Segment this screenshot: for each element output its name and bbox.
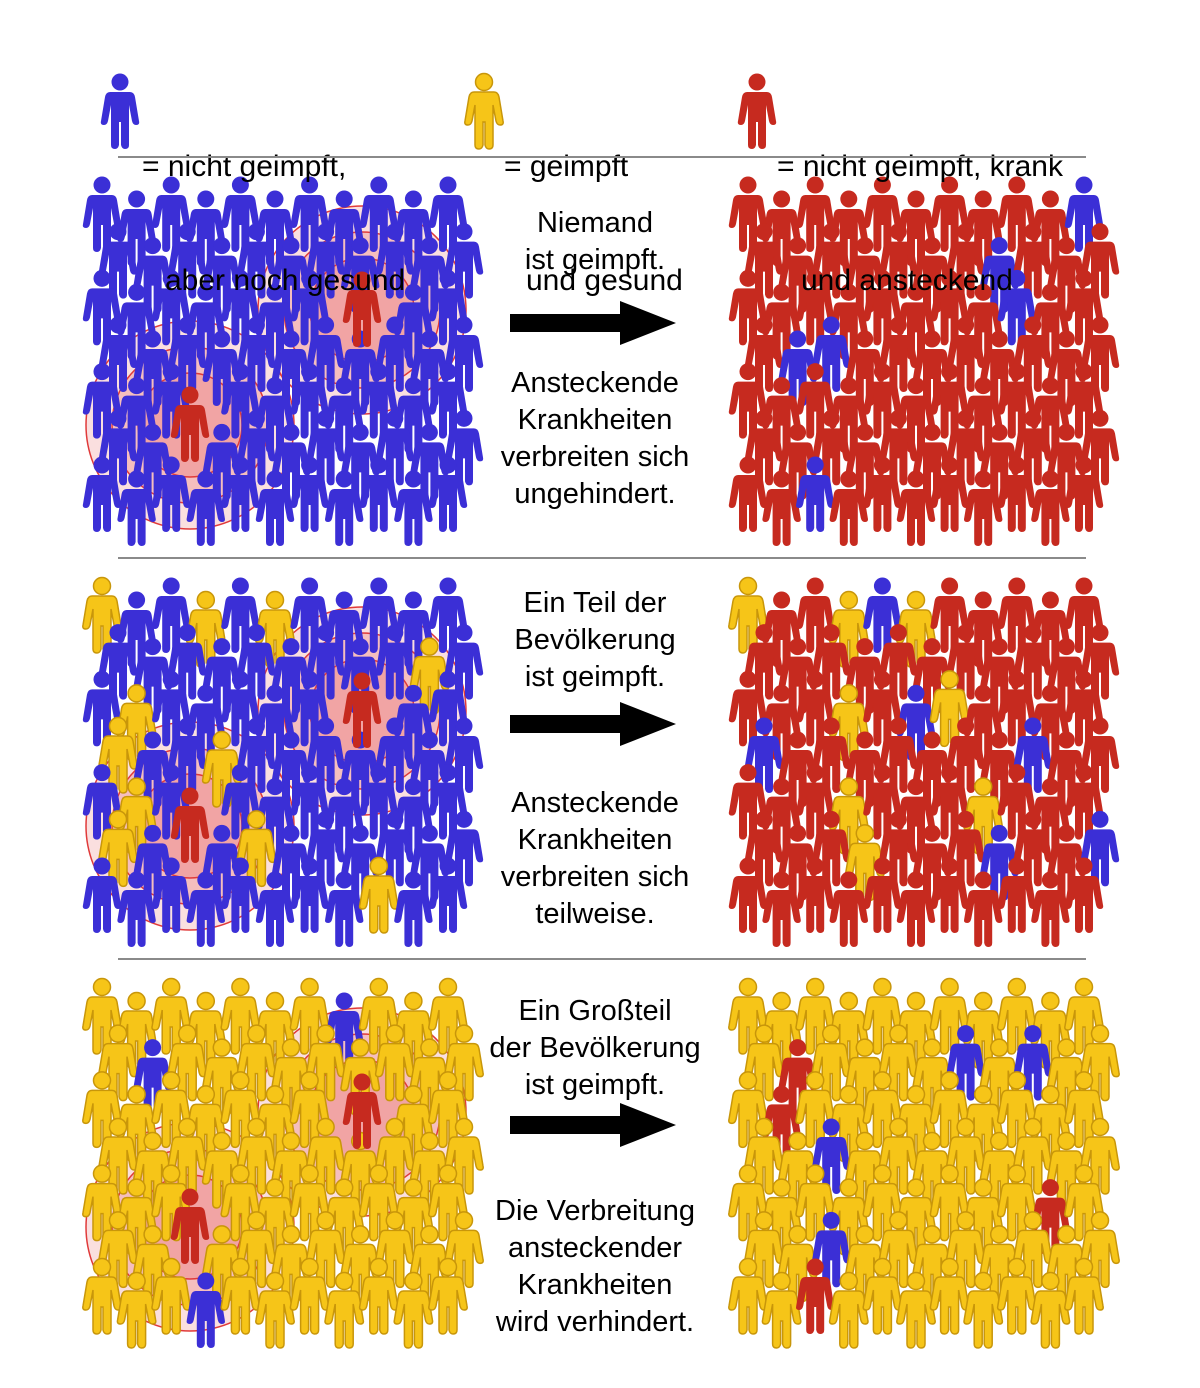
legend-vaccinated-label: = geimpft und gesund bbox=[504, 72, 683, 338]
legend-unvaccinated-line1: = nicht geimpft, bbox=[142, 150, 347, 183]
legend-sick-line2: und ansteckend bbox=[801, 264, 1013, 297]
scenario-1-top-caption: Niemand ist geimpft. bbox=[524, 207, 666, 276]
scenario-1-bottom-caption: Ansteckende Krankheiten verbreiten sich … bbox=[500, 367, 690, 510]
person-icon bbox=[82, 977, 122, 1055]
arrow-icon bbox=[510, 702, 676, 746]
person-icon bbox=[737, 73, 777, 149]
person-icon bbox=[100, 73, 140, 149]
divider bbox=[118, 557, 1086, 559]
arrow-icon bbox=[510, 1103, 676, 1147]
legend-sick-line1: = nicht geimpft, krank bbox=[777, 150, 1063, 183]
scenario-2-top-caption: Ein Teil der Bevölkerung ist geimpft. bbox=[514, 587, 676, 693]
legend-sick-label: = nicht geimpft, krank und ansteckend bbox=[777, 72, 1063, 338]
divider bbox=[118, 156, 1086, 158]
person-icon bbox=[82, 576, 122, 654]
scenario-2-bottom-caption: Ansteckende Krankheiten verbreiten sich … bbox=[500, 787, 690, 930]
scenario-3-top-caption: Ein Großteil der Bevölkerung ist geimpft… bbox=[489, 995, 701, 1101]
legend-unvaccinated-label: = nicht geimpft, aber noch gesund bbox=[142, 72, 405, 338]
arrow-icon bbox=[510, 301, 676, 345]
person-icon bbox=[82, 176, 122, 252]
divider bbox=[118, 958, 1086, 960]
scenario-3-bottom-caption: Die Verbreitung ansteckender Krankheiten… bbox=[495, 1195, 695, 1338]
legend-vaccinated-line1: = geimpft bbox=[504, 150, 629, 183]
legend-vaccinated-line2: und gesund bbox=[526, 264, 683, 297]
legend-unvaccinated-line2: aber noch gesund bbox=[165, 264, 406, 297]
person-icon bbox=[464, 72, 504, 150]
